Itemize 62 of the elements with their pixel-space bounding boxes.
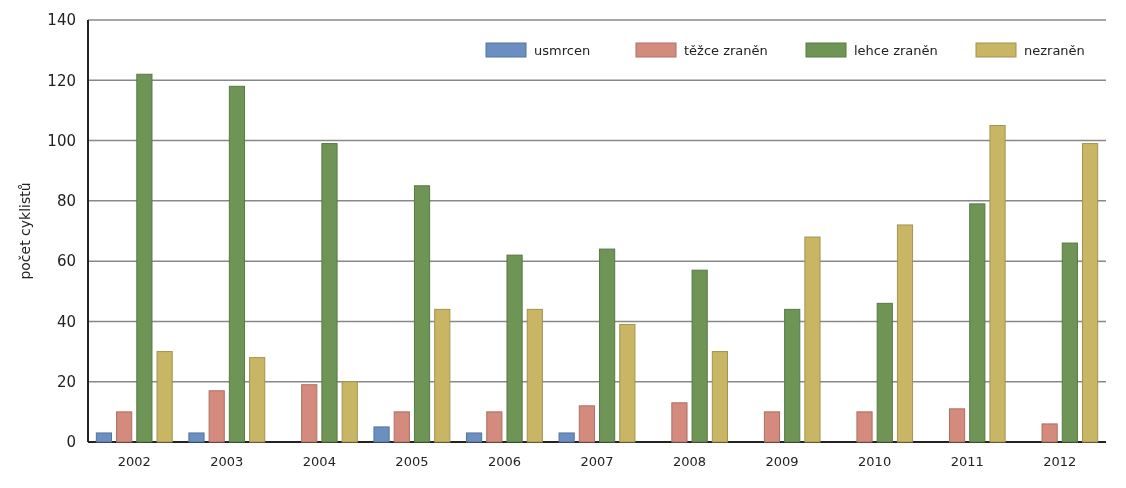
y-tick-label: 80	[56, 192, 76, 211]
bar	[249, 357, 266, 443]
bar	[301, 384, 318, 443]
bar	[136, 73, 153, 443]
bar	[208, 390, 225, 443]
y-tick-label: 40	[56, 312, 76, 331]
y-axis-title: počet cyklistů	[17, 182, 33, 280]
bar	[413, 185, 431, 443]
bar	[434, 308, 451, 443]
x-tick-label: 2012	[1043, 454, 1077, 469]
bar	[578, 405, 595, 443]
y-tick-label: 0	[66, 433, 76, 452]
bar	[711, 351, 728, 443]
bar	[856, 411, 873, 443]
bar	[228, 85, 246, 443]
bar	[373, 426, 390, 443]
bar	[948, 408, 966, 443]
bar	[156, 351, 173, 443]
bar	[558, 432, 575, 443]
x-tick-label: 2006	[487, 454, 521, 469]
bar	[188, 432, 205, 443]
x-tick-label: 2010	[858, 454, 892, 469]
bar	[989, 125, 1006, 443]
bar	[691, 269, 708, 443]
bar	[599, 248, 616, 443]
bar	[1081, 143, 1099, 443]
bar	[896, 224, 914, 443]
bar	[1061, 242, 1078, 443]
bar	[486, 411, 503, 443]
legend-label: nezraněn	[1024, 42, 1085, 58]
x-tick-label: 2005	[395, 454, 429, 469]
y-tick-label: 140	[47, 11, 76, 30]
bar	[969, 203, 986, 443]
x-tick-label: 2009	[765, 454, 799, 469]
bar	[1041, 423, 1058, 443]
bar	[763, 411, 781, 443]
x-tick-label: 2008	[673, 454, 707, 469]
x-tick-label: 2003	[210, 454, 244, 469]
bar	[784, 308, 801, 443]
bar	[619, 323, 636, 443]
bar	[466, 432, 483, 443]
bar	[321, 143, 338, 443]
y-tick-label: 60	[56, 252, 76, 271]
legend-label: těžce zraněn	[684, 42, 768, 58]
legend-label: usmrcen	[534, 42, 591, 58]
bar	[95, 432, 113, 443]
bar	[116, 411, 133, 443]
bar	[393, 411, 410, 443]
x-tick-label: 2011	[950, 454, 984, 469]
x-tick-label: 2007	[580, 454, 614, 469]
bar	[876, 302, 893, 443]
x-tick-label: 2004	[302, 454, 336, 469]
x-tick-label: 2002	[117, 454, 151, 469]
bar	[341, 381, 358, 443]
bar	[671, 402, 688, 443]
bar	[526, 308, 543, 443]
bar	[804, 236, 821, 443]
y-tick-label: 20	[56, 372, 76, 391]
y-tick-label: 100	[47, 131, 76, 150]
y-tick-label: 120	[47, 71, 76, 90]
legend-label: lehce zraněn	[854, 42, 938, 58]
bar	[506, 254, 523, 443]
